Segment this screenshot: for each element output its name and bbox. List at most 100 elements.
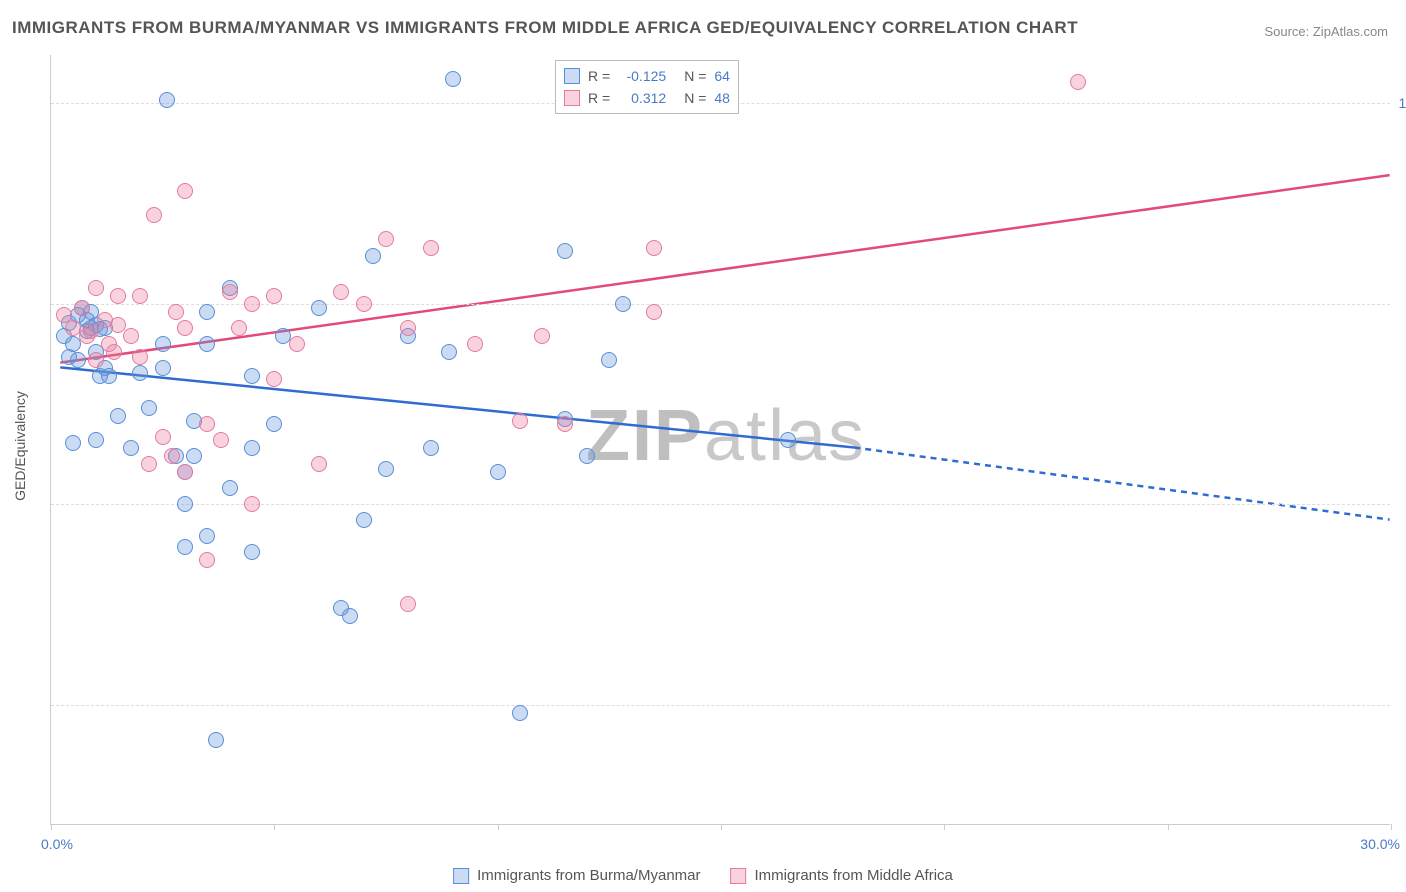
scatter-point xyxy=(177,464,193,480)
x-tick xyxy=(51,824,52,830)
scatter-point xyxy=(177,320,193,336)
watermark: ZIPatlas xyxy=(586,395,866,477)
scatter-point xyxy=(400,320,416,336)
scatter-point xyxy=(159,92,175,108)
n-value: 64 xyxy=(714,68,730,84)
series-legend: Immigrants from Burma/Myanmar Immigrants … xyxy=(453,867,953,884)
legend-row: R = -0.125 N = 64 xyxy=(564,65,730,87)
scatter-point xyxy=(61,349,77,365)
scatter-point xyxy=(534,328,550,344)
x-axis-min-label: 0.0% xyxy=(41,836,73,852)
gridline xyxy=(51,705,1390,706)
scatter-point xyxy=(199,304,215,320)
scatter-point xyxy=(400,596,416,612)
scatter-point xyxy=(222,480,238,496)
scatter-point xyxy=(123,328,139,344)
chart-container: IMMIGRANTS FROM BURMA/MYANMAR VS IMMIGRA… xyxy=(0,0,1406,892)
scatter-point xyxy=(199,336,215,352)
scatter-point xyxy=(365,248,381,264)
r-value: -0.125 xyxy=(618,68,666,84)
scatter-point xyxy=(356,296,372,312)
scatter-point xyxy=(266,371,282,387)
scatter-point xyxy=(356,512,372,528)
scatter-point xyxy=(74,300,90,316)
scatter-point xyxy=(512,705,528,721)
legend-swatch xyxy=(730,868,746,884)
watermark-bold: ZIP xyxy=(586,396,704,476)
scatter-point xyxy=(266,288,282,304)
scatter-point xyxy=(155,336,171,352)
scatter-point xyxy=(177,183,193,199)
n-label: N = xyxy=(684,68,706,84)
scatter-point xyxy=(199,528,215,544)
legend-label: Immigrants from Middle Africa xyxy=(754,867,952,884)
scatter-point xyxy=(512,413,528,429)
scatter-point xyxy=(199,416,215,432)
scatter-point xyxy=(110,317,126,333)
legend-item: Immigrants from Burma/Myanmar xyxy=(453,867,700,884)
r-value: 0.312 xyxy=(618,90,666,106)
scatter-point xyxy=(557,416,573,432)
y-axis-title: GED/Equivalency xyxy=(12,391,28,501)
scatter-point xyxy=(615,296,631,312)
r-label: R = xyxy=(588,68,610,84)
scatter-point xyxy=(106,344,122,360)
x-tick xyxy=(498,824,499,830)
legend-swatch xyxy=(564,90,580,106)
scatter-point xyxy=(88,352,104,368)
scatter-point xyxy=(146,207,162,223)
scatter-point xyxy=(208,732,224,748)
x-tick xyxy=(274,824,275,830)
scatter-point xyxy=(199,552,215,568)
scatter-point xyxy=(490,464,506,480)
plot-area: ZIPatlas 0.0% 30.0% 62.5%75.0%87.5%100.0… xyxy=(50,55,1390,825)
scatter-point xyxy=(244,544,260,560)
legend-item: Immigrants from Middle Africa xyxy=(730,867,952,884)
scatter-point xyxy=(378,461,394,477)
scatter-point xyxy=(266,416,282,432)
scatter-point xyxy=(110,288,126,304)
scatter-point xyxy=(101,368,117,384)
scatter-point xyxy=(311,456,327,472)
scatter-point xyxy=(110,408,126,424)
x-tick xyxy=(1391,824,1392,830)
scatter-point xyxy=(213,432,229,448)
source-label: Source: ZipAtlas.com xyxy=(1264,24,1388,39)
x-tick xyxy=(944,824,945,830)
y-tick-label: 62.5% xyxy=(1396,697,1406,713)
r-label: R = xyxy=(588,90,610,106)
scatter-point xyxy=(155,360,171,376)
scatter-point xyxy=(378,231,394,247)
scatter-point xyxy=(579,448,595,464)
scatter-point xyxy=(164,448,180,464)
scatter-point xyxy=(467,336,483,352)
scatter-point xyxy=(132,288,148,304)
scatter-point xyxy=(244,296,260,312)
n-value: 48 xyxy=(714,90,730,106)
scatter-point xyxy=(132,365,148,381)
legend-swatch xyxy=(564,68,580,84)
scatter-point xyxy=(132,349,148,365)
scatter-point xyxy=(289,336,305,352)
scatter-point xyxy=(65,435,81,451)
scatter-point xyxy=(177,496,193,512)
scatter-point xyxy=(601,352,617,368)
scatter-point xyxy=(141,400,157,416)
scatter-point xyxy=(445,71,461,87)
scatter-point xyxy=(780,432,796,448)
y-tick-label: 87.5% xyxy=(1396,296,1406,312)
scatter-point xyxy=(441,344,457,360)
scatter-point xyxy=(88,280,104,296)
n-label: N = xyxy=(684,90,706,106)
scatter-point xyxy=(155,429,171,445)
scatter-point xyxy=(646,240,662,256)
y-tick-label: 75.0% xyxy=(1396,496,1406,512)
legend-row: R = 0.312 N = 48 xyxy=(564,87,730,109)
scatter-point xyxy=(186,448,202,464)
scatter-point xyxy=(423,440,439,456)
scatter-point xyxy=(244,440,260,456)
x-tick xyxy=(721,824,722,830)
scatter-point xyxy=(168,304,184,320)
scatter-point xyxy=(177,539,193,555)
scatter-point xyxy=(342,608,358,624)
